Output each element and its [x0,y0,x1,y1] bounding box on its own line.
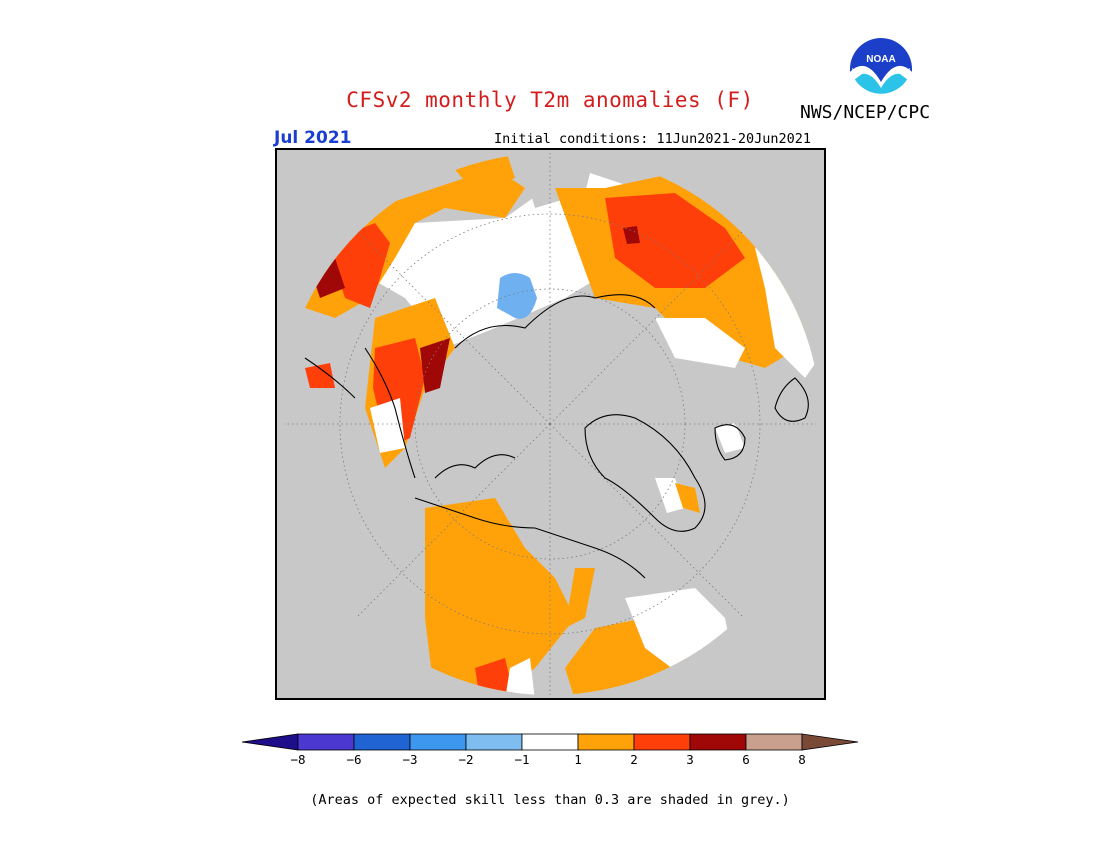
colorbar-tick: 8 [798,752,806,767]
colorbar [240,733,860,755]
colorbar-tick: 1 [574,752,582,767]
colorbar-tick: −8 [290,752,306,767]
polar-anomaly-map [275,148,826,704]
colorbar-segment [297,733,355,751]
colorbar-segment [745,733,803,751]
noaa-logo: NOAA [848,36,914,106]
skill-footnote: (Areas of expected skill less than 0.3 a… [310,792,790,808]
colorbar-segment [465,733,523,751]
chart-title: CFSv2 monthly T2m anomalies (F) [346,88,754,112]
colorbar-segment [241,733,299,751]
map-frame [275,148,826,700]
coastlines [304,294,809,579]
colorbar-tick: 3 [686,752,694,767]
forecast-month: Jul 2021 [274,128,352,148]
colorbar-ticks: −8 −6 −3 −2 −1 1 2 3 6 8 [240,752,860,768]
initial-conditions: Initial conditions: 11Jun2021-20Jun2021 [494,131,811,147]
agency-label: NWS/NCEP/CPC [800,102,931,123]
colorbar-tick: −1 [514,752,530,767]
colorbar-tick: −6 [346,752,362,767]
graticule [284,153,816,695]
colorbar-segment [521,733,579,751]
colorbar-segment [577,733,635,751]
colorbar-segment [801,733,859,751]
logo-text: NOAA [866,54,895,65]
colorbar-tick: 2 [630,752,638,767]
colorbar-segment [689,733,747,751]
colorbar-segment [409,733,467,751]
colorbar-segment [633,733,691,751]
colorbar-tick: −2 [458,752,474,767]
colorbar-segment [353,733,411,751]
colorbar-tick: −3 [402,752,418,767]
colorbar-tick: 6 [742,752,750,767]
